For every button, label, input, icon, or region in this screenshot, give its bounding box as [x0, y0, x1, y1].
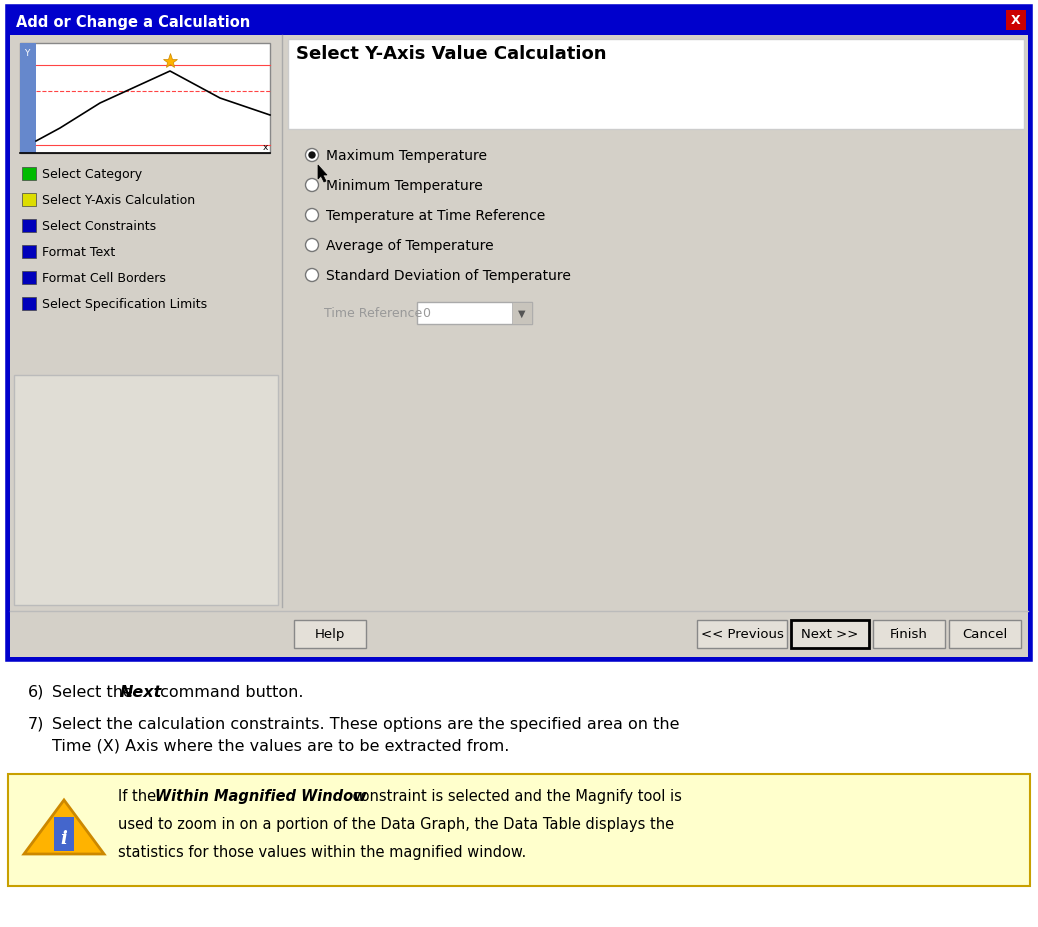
- FancyBboxPatch shape: [22, 298, 36, 311]
- Circle shape: [309, 153, 315, 159]
- Text: Select Specification Limits: Select Specification Limits: [42, 298, 208, 311]
- Text: Time Reference: Time Reference: [324, 307, 422, 320]
- Text: Select Category: Select Category: [42, 168, 142, 181]
- Text: Time (X) Axis where the values are to be extracted from.: Time (X) Axis where the values are to be…: [52, 738, 510, 753]
- FancyBboxPatch shape: [10, 36, 1028, 657]
- Text: X: X: [1011, 15, 1020, 28]
- FancyBboxPatch shape: [8, 8, 1030, 659]
- Circle shape: [305, 149, 319, 162]
- Text: If the: If the: [118, 788, 161, 803]
- Text: 6): 6): [28, 684, 45, 699]
- Circle shape: [305, 239, 319, 252]
- Text: 7): 7): [28, 717, 45, 731]
- Text: Temperature at Time Reference: Temperature at Time Reference: [326, 209, 545, 222]
- Text: Minimum Temperature: Minimum Temperature: [326, 179, 483, 193]
- Text: Add or Change a Calculation: Add or Change a Calculation: [16, 16, 250, 31]
- FancyBboxPatch shape: [22, 194, 36, 207]
- Polygon shape: [318, 166, 327, 183]
- FancyBboxPatch shape: [20, 44, 36, 154]
- Text: command button.: command button.: [155, 684, 303, 699]
- Circle shape: [305, 179, 319, 192]
- Text: Next >>: Next >>: [801, 628, 858, 641]
- Text: used to zoom in on a portion of the Data Graph, the Data Table displays the: used to zoom in on a portion of the Data…: [118, 816, 674, 832]
- Text: Within Magnified Window: Within Magnified Window: [155, 788, 366, 803]
- Circle shape: [305, 210, 319, 222]
- FancyBboxPatch shape: [288, 40, 1025, 130]
- Text: Help: Help: [315, 628, 346, 641]
- FancyBboxPatch shape: [22, 272, 36, 285]
- Text: Cancel: Cancel: [962, 628, 1008, 641]
- FancyBboxPatch shape: [54, 817, 74, 851]
- FancyBboxPatch shape: [696, 620, 787, 648]
- Text: Select Constraints: Select Constraints: [42, 220, 156, 233]
- FancyBboxPatch shape: [417, 303, 532, 324]
- FancyBboxPatch shape: [791, 620, 869, 648]
- Text: Maximum Temperature: Maximum Temperature: [326, 149, 487, 163]
- Text: << Previous: << Previous: [701, 628, 784, 641]
- Text: Standard Deviation of Temperature: Standard Deviation of Temperature: [326, 269, 571, 283]
- FancyBboxPatch shape: [949, 620, 1021, 648]
- FancyBboxPatch shape: [294, 620, 366, 648]
- Text: i: i: [60, 829, 67, 847]
- Text: x: x: [263, 143, 268, 152]
- FancyBboxPatch shape: [22, 220, 36, 233]
- FancyBboxPatch shape: [512, 303, 532, 324]
- Text: Average of Temperature: Average of Temperature: [326, 239, 494, 253]
- FancyBboxPatch shape: [13, 375, 278, 605]
- Text: Format Text: Format Text: [42, 246, 115, 259]
- FancyBboxPatch shape: [10, 10, 1028, 36]
- Text: Select the calculation constraints. These options are the specified area on the: Select the calculation constraints. Thes…: [52, 717, 680, 731]
- Text: Select the: Select the: [52, 684, 138, 699]
- Text: Select Y-Axis Value Calculation: Select Y-Axis Value Calculation: [296, 44, 606, 63]
- Text: constraint is selected and the Magnify tool is: constraint is selected and the Magnify t…: [348, 788, 682, 803]
- FancyBboxPatch shape: [10, 611, 1028, 657]
- FancyBboxPatch shape: [1006, 11, 1026, 31]
- Text: Select Y-Axis Calculation: Select Y-Axis Calculation: [42, 194, 195, 207]
- Text: 0: 0: [422, 307, 430, 320]
- Polygon shape: [24, 800, 104, 854]
- Text: statistics for those values within the magnified window.: statistics for those values within the m…: [118, 844, 526, 859]
- FancyBboxPatch shape: [873, 620, 945, 648]
- Text: ▼: ▼: [518, 309, 526, 319]
- Text: Y: Y: [24, 49, 29, 57]
- FancyBboxPatch shape: [20, 44, 270, 154]
- Circle shape: [305, 269, 319, 282]
- FancyBboxPatch shape: [22, 168, 36, 181]
- FancyBboxPatch shape: [8, 774, 1030, 886]
- Text: Finish: Finish: [890, 628, 928, 641]
- Text: Next: Next: [120, 684, 162, 699]
- FancyBboxPatch shape: [22, 246, 36, 259]
- Text: Format Cell Borders: Format Cell Borders: [42, 272, 166, 285]
